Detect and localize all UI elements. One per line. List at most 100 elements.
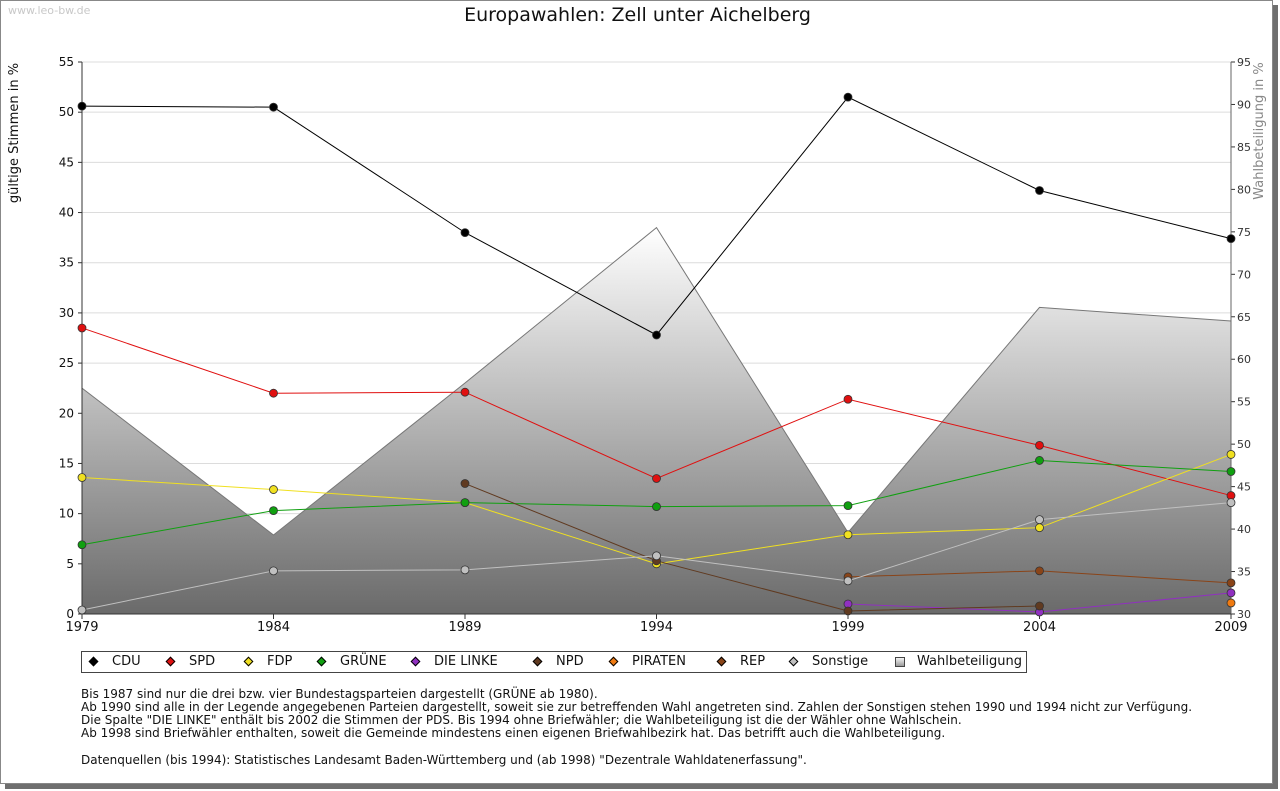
y-right-tick-label: 55 bbox=[1237, 396, 1251, 409]
data-point-spd bbox=[1035, 440, 1044, 450]
legend-marker bbox=[88, 656, 99, 667]
turnout-area bbox=[82, 227, 1231, 614]
legend-marker bbox=[165, 656, 176, 667]
watermark: www.leo-bw.de bbox=[8, 4, 91, 17]
data-point-fdp bbox=[1035, 523, 1044, 533]
data-point-sonstige bbox=[1035, 515, 1044, 525]
chart-title: Europawahlen: Zell unter Aichelberg bbox=[464, 4, 811, 26]
series-line-npd bbox=[464, 483, 1040, 612]
data-point-gr-ne bbox=[460, 498, 470, 507]
data-point-spd bbox=[460, 387, 470, 397]
legend-area-swatch bbox=[895, 657, 905, 667]
data-point-gr-ne bbox=[1226, 467, 1236, 476]
data-point-gr-ne bbox=[843, 501, 853, 511]
data-point-fdp bbox=[1226, 450, 1236, 459]
y-tick-label: 20 bbox=[59, 406, 74, 420]
y-tick-label: 0 bbox=[66, 607, 74, 621]
y-right-tick-label: 40 bbox=[1237, 523, 1251, 536]
data-point-sonstige bbox=[460, 565, 470, 575]
legend-marker bbox=[410, 656, 421, 667]
legend-label: SPD bbox=[189, 654, 216, 669]
data-point-cdu bbox=[1226, 234, 1236, 244]
x-tick-label: 1984 bbox=[257, 620, 290, 635]
y-axis-label: gültige Stimmen in % bbox=[7, 63, 22, 203]
y-right-tick-label: 90 bbox=[1237, 98, 1251, 111]
y-tick-label: 10 bbox=[59, 507, 74, 521]
notes: Bis 1987 sind nur die drei bzw. vier Bun… bbox=[81, 688, 1192, 740]
legend-label: DIE LINKE bbox=[434, 654, 498, 669]
legend-marker bbox=[532, 656, 543, 667]
y-axis-right-label: Wahlbeteiligung in % bbox=[1252, 62, 1267, 199]
data-point-cdu bbox=[843, 92, 853, 102]
axes: 0 5 10 15 20 25 30 35 40 45 50 55 30 35 40 45 50 55 60 65 70… bbox=[59, 55, 1251, 635]
data-point-gr-ne bbox=[77, 540, 87, 550]
legend-label: REP bbox=[740, 654, 766, 669]
data-point-gr-ne bbox=[269, 506, 278, 516]
legend-marker bbox=[243, 656, 254, 667]
data-point-gr-ne bbox=[652, 502, 661, 512]
data-point-rep bbox=[1035, 566, 1044, 576]
data-point-cdu bbox=[460, 228, 470, 238]
y-tick-label: 5 bbox=[66, 557, 74, 571]
y-right-tick-label: 85 bbox=[1237, 141, 1251, 154]
legend-label: FDP bbox=[267, 654, 293, 669]
data-point-sonstige bbox=[77, 605, 87, 615]
y-right-tick-label: 50 bbox=[1237, 438, 1251, 451]
data-point-sonstige bbox=[843, 576, 853, 586]
legend-label: Wahlbeteiligung bbox=[917, 654, 1023, 669]
y-right-tick-label: 45 bbox=[1237, 481, 1251, 494]
x-tick-label: 2004 bbox=[1023, 620, 1056, 635]
y-tick-label: 25 bbox=[59, 356, 74, 370]
y-tick-label: 50 bbox=[59, 105, 74, 119]
note-line: Die Spalte "DIE LINKE" enthält bis 2002 … bbox=[81, 713, 962, 727]
y-right-tick-label: 30 bbox=[1237, 608, 1251, 621]
y-tick-label: 15 bbox=[59, 456, 74, 470]
y-tick-label: 35 bbox=[59, 256, 74, 270]
data-point-cdu bbox=[1035, 186, 1044, 195]
legend-label: GRÜNE bbox=[340, 654, 387, 669]
y-right-tick-label: 75 bbox=[1237, 226, 1251, 239]
x-tick-label: 1999 bbox=[831, 620, 864, 635]
x-tick-label: 1994 bbox=[640, 620, 673, 635]
turnout-area-layer bbox=[81, 226, 1232, 614]
data-point-cdu bbox=[269, 102, 278, 112]
turnout-area-outline bbox=[81, 226, 1232, 536]
series-layer bbox=[77, 92, 1236, 617]
y-right-tick-label: 95 bbox=[1237, 56, 1251, 69]
legend-marker bbox=[608, 656, 619, 667]
data-point-rep bbox=[1226, 578, 1236, 588]
y-right-tick-label: 70 bbox=[1237, 268, 1251, 281]
data-point-gr-ne bbox=[1035, 456, 1044, 465]
data-point-fdp bbox=[269, 485, 278, 494]
legend-marker bbox=[716, 656, 727, 667]
note-line: Bis 1987 sind nur die drei bzw. vier Bun… bbox=[81, 687, 598, 701]
chart-svg: 0 5 10 15 20 25 30 35 40 45 50 55 30 35 40 45 50 55 60 65 70… bbox=[7, 55, 1267, 635]
legend-label: NPD bbox=[556, 654, 584, 669]
data-point-die-linke bbox=[1226, 588, 1236, 598]
data-point-spd bbox=[652, 474, 661, 483]
data-point-cdu bbox=[652, 330, 661, 340]
data-point-sonstige bbox=[652, 551, 661, 561]
legend: CDU SPD FDP GRÜNE DIE LINKE NPD PIRATEN REP Sons… bbox=[81, 651, 1027, 673]
note-line: Ab 1998 sind Briefwähler enthalten, sowe… bbox=[81, 726, 946, 740]
data-point-fdp bbox=[77, 473, 87, 482]
y-right-tick-label: 60 bbox=[1237, 353, 1251, 366]
y-tick-label: 55 bbox=[59, 55, 74, 69]
data-point-spd bbox=[843, 394, 853, 404]
y-tick-label: 30 bbox=[59, 306, 74, 320]
data-point-piraten bbox=[1226, 598, 1236, 608]
data-point-cdu bbox=[77, 101, 87, 111]
legend-marker bbox=[788, 656, 799, 667]
legend-label: CDU bbox=[112, 654, 141, 669]
legend-label: Sonstige bbox=[812, 654, 869, 669]
legend-marker bbox=[316, 656, 327, 667]
y-right-tick-label: 35 bbox=[1237, 566, 1251, 579]
data-point-spd bbox=[269, 388, 278, 398]
y-tick-label: 40 bbox=[59, 206, 74, 220]
data-point-sonstige bbox=[269, 566, 278, 576]
y-right-tick-label: 80 bbox=[1237, 183, 1251, 196]
data-point-fdp bbox=[843, 530, 853, 540]
data-point-npd bbox=[1035, 601, 1044, 611]
x-tick-label: 1979 bbox=[65, 620, 98, 635]
